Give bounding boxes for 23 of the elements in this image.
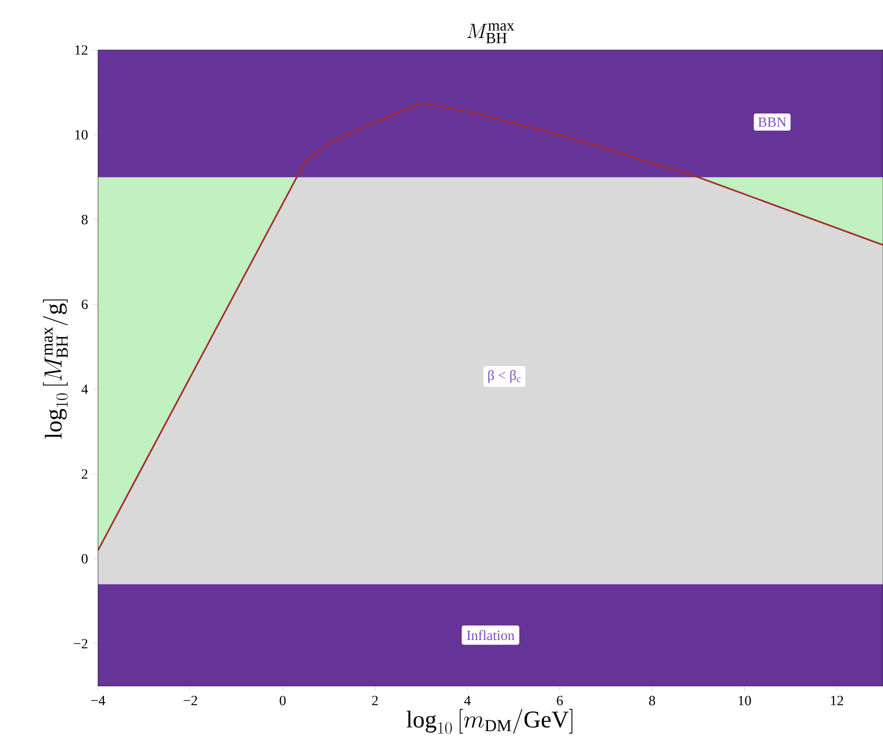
annotation: β < β$_{c}$ xyxy=(488,370,521,383)
chart-title: $M_{\rm BH}^{\rm max}$ xyxy=(467,23,514,44)
x-tick-label: 8 xyxy=(649,696,656,706)
y-tick-label: 2 xyxy=(82,469,88,479)
y-axis-title: $\log_{10}\left[M_{\rm BH}^{\rm max}/{\rm g}\right]$ xyxy=(42,299,68,439)
y-tick-label: 10 xyxy=(75,130,88,140)
y-tick-label: 8 xyxy=(82,214,88,224)
x-tick-label: 0 xyxy=(280,696,286,706)
x-tick-label: −2 xyxy=(184,696,198,706)
y-tick-label: 6 xyxy=(82,300,88,310)
y-tick-label: 4 xyxy=(81,384,88,394)
x-tick-label: 2 xyxy=(372,696,378,706)
band-label: Inflation xyxy=(466,630,514,640)
y-tick-label: 0 xyxy=(82,554,88,564)
y-tick-label: −2 xyxy=(74,638,88,648)
annotation: BBN xyxy=(758,117,786,127)
x-tick-label: −4 xyxy=(91,696,106,706)
y-tick-label: 12 xyxy=(75,45,88,55)
x-tick-label: 10 xyxy=(738,696,751,706)
x-tick-label: 12 xyxy=(831,696,844,706)
x-tick-label: 4 xyxy=(464,696,471,706)
x-axis-title: $\log_{10}\left[m_{\rm DM}/{\rm GeV}\right]$ xyxy=(406,708,572,734)
x-tick-label: 6 xyxy=(556,696,563,706)
